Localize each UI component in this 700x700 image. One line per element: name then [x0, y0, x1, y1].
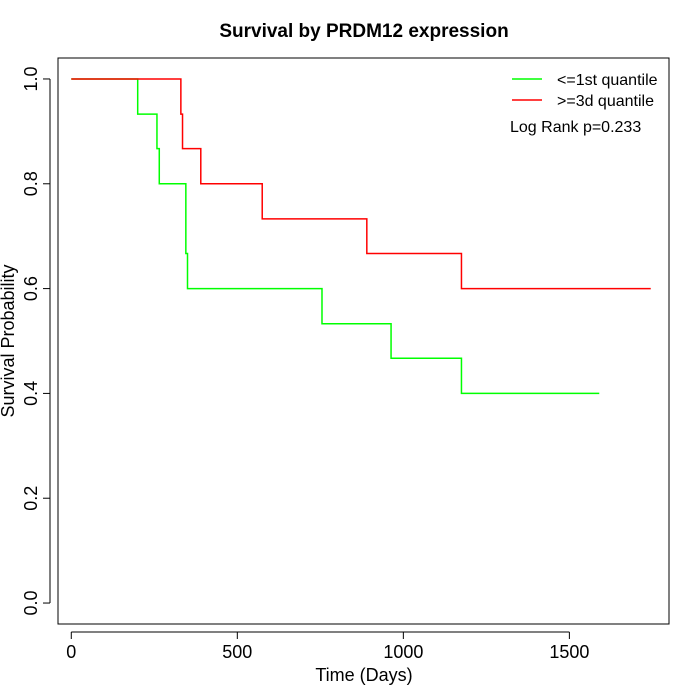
chart-title: Survival by PRDM12 expression [219, 21, 508, 42]
y-tick-label: 0.0 [21, 591, 41, 616]
legend-label: >=3d quantile [557, 93, 654, 110]
y-tick-label: 0.6 [21, 276, 41, 301]
y-axis-label: Survival Probability [0, 264, 18, 417]
series-line-1 [71, 78, 600, 395]
series-line-2 [71, 78, 651, 290]
y-tick-label: 0.4 [21, 381, 41, 406]
legend: <=1st quantile >=3d quantile [512, 72, 658, 110]
x-tick-label: 1500 [549, 642, 589, 662]
y-tick-label: 0.2 [21, 486, 41, 511]
x-tick-label: 1000 [383, 642, 423, 662]
y-axis: 0.0 0.2 0.4 0.6 0.8 1.0 [21, 66, 51, 616]
y-tick-label: 0.8 [21, 171, 41, 196]
x-tick-label: 500 [222, 642, 252, 662]
log-rank-annotation: Log Rank p=0.233 [510, 119, 641, 136]
x-axis: 0 500 1000 1500 [66, 631, 589, 662]
y-tick-label: 1.0 [21, 66, 41, 91]
x-tick-label: 0 [66, 642, 76, 662]
series-layer [71, 78, 651, 395]
legend-label: <=1st quantile [557, 72, 658, 89]
x-axis-label: Time (Days) [315, 665, 412, 685]
plot-area-frame [57, 57, 670, 625]
